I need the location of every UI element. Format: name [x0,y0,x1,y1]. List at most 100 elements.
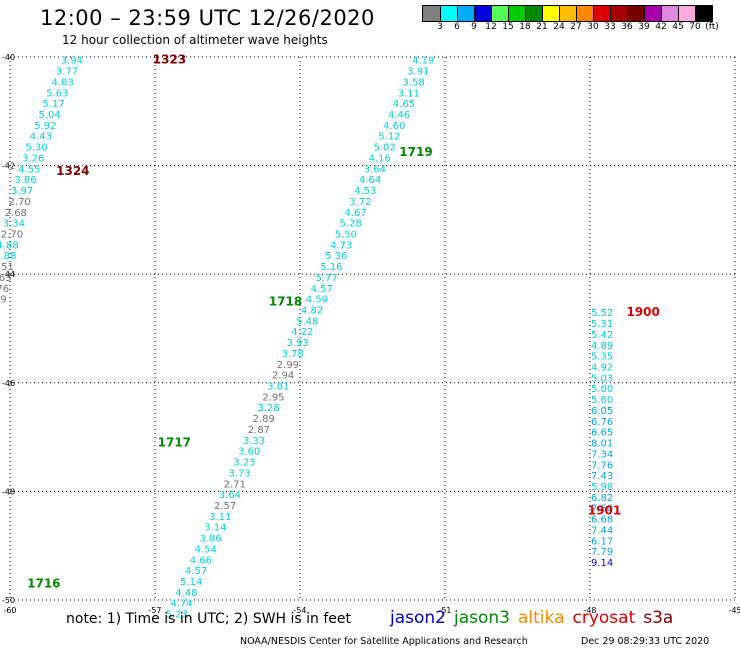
wave-height-point: 4.16 [369,153,391,164]
wave-height-point: 3.26 [22,153,44,164]
wave-height-point: 3.86 [199,534,221,545]
wave-height-point: 6.68 [591,515,613,526]
x-tick-label: -57 [148,606,161,615]
wave-height-point: 5.02 [373,143,395,154]
chart-subtitle: 12 hour collection of altimeter wave hei… [62,33,328,47]
wave-height-point: 5.28 [340,219,362,230]
wave-height-point: 6.76 [591,417,613,428]
wave-height-point: 5.17 [42,99,64,110]
wave-height-point: 2.57 [214,501,236,512]
wave-height-point: 5.48 [296,316,318,327]
color-scale-label: 18 [519,22,531,32]
wave-height-point: 5.03 [591,373,613,384]
color-scale-label: 24 [553,22,565,32]
wave-height-point: 2.76 [0,284,9,295]
color-scale-box [593,6,610,21]
color-scale-box [678,6,695,21]
wave-height-point: 5.77 [315,273,337,284]
wave-height-point: 7.76 [591,460,613,471]
wave-height-point: 2.70 [9,197,31,208]
chart-title: 12:00 – 23:59 UTC 12/26/2020 [40,6,375,30]
pass-labels: 1323 1324 1719 1718 1717 1716 1900 1901 [27,53,660,591]
pass-time-label: 1324 [56,164,89,178]
y-tick-label: -50 [2,596,15,605]
wave-height-point: 5.52 [591,308,613,319]
y-tick-label: -44 [2,270,15,279]
wave-height-point: 3.14 [204,523,226,534]
wave-height-point: 7.34 [591,449,613,460]
wave-height-point: 2.99 [277,360,299,371]
wave-height-point: 3.23 [233,458,255,469]
wave-height-point: 4.53 [354,186,376,197]
wave-height-point: 5.35 [591,352,613,363]
wave-height-point: 5.92 [34,121,56,132]
color-scale-box [440,6,457,21]
color-scale-label: 15 [502,22,514,32]
wave-height-point: 7.44 [591,525,613,536]
x-tick-label: -54 [293,606,306,615]
pass-time-label: 1323 [153,53,186,67]
color-scale-box [508,6,525,21]
wave-height-point: 3.73 [228,468,250,479]
pass-time-label: 1718 [269,294,302,308]
wave-height-point: 6.17 [591,536,613,547]
wave-height-point: 4.54 [195,544,217,555]
wave-height-point: 5.23 [166,610,188,621]
color-scale-label: 45 [672,22,684,32]
wave-height-point: 3.97 [11,186,33,197]
wave-height-point: 6.82 [591,493,613,504]
color-scale-box [559,6,576,21]
wave-height-point: 7.43 [591,471,613,482]
wave-height-point: 5.30 [25,143,47,154]
wave-height-point: 4.46 [388,110,410,121]
y-tick-label: -48 [2,487,15,496]
grid-lines [9,56,736,601]
legend-entry-s3a: s3a [643,608,674,628]
pass-time-label: 1901 [588,503,621,517]
wave-height-point: 4.22 [291,327,313,338]
wave-height-point: 3.64 [364,164,386,175]
x-tick-label: -48 [583,606,596,615]
wave-height-point: 5.16 [320,262,342,273]
pass-time-label: 1717 [158,436,191,450]
color-scale-label: 30 [587,22,599,32]
wave-height-point: 5.36 [325,251,347,262]
color-scale-labels: 3 6 9 12 15 18 21 24 27 30 33 36 39 42 45 70 (ft) [422,22,740,34]
wave-height-point: 2.71 [224,479,246,490]
color-scale-box [644,6,661,21]
color-scale-label: 6 [454,22,460,32]
color-scale-box [610,6,627,21]
color-scale-label: (ft) [705,22,719,32]
pass-time-label: 1900 [626,305,659,319]
wave-height-point: 9.14 [591,558,613,569]
legend-entry-cryosat: cryosat [572,608,636,628]
wave-height-point: 5.00 [591,384,613,395]
color-scale-box [695,6,712,21]
wave-height-point: 4.67 [344,208,366,219]
wave-height-point: 2.87 [248,425,270,436]
color-scale-label: 21 [536,22,548,32]
wave-height-point: 3.91 [407,67,429,78]
wave-height-point: 5.14 [180,577,202,588]
wave-height-point: 5.63 [46,88,68,99]
color-scale-box [525,6,542,21]
wave-height-point: 4.55 [18,164,40,175]
wave-height-point: 3.88 [0,251,16,262]
wave-height-point: 5.98 [591,482,613,493]
wave-height-point: 3.78 [282,349,304,360]
wave-height-point: 4.60 [383,121,405,132]
color-scale-label: 33 [604,22,616,32]
pass-time-label: 1719 [399,145,432,159]
y-tick-label: -42 [2,162,15,171]
color-scale-box [457,6,474,21]
wave-height-point: 4.57 [185,566,207,577]
color-scale-label: 39 [638,22,650,32]
wave-height-point: 2.70 [1,229,23,240]
color-scale-box [491,6,508,21]
wave-height-point: 4.19 [412,56,434,67]
wave-height-point: 3.93 [286,338,308,349]
wave-height-point: 6.65 [591,428,613,439]
wave-height-point: 3.86 [14,175,36,186]
legend-entry-jason2: jason2 [390,608,446,628]
